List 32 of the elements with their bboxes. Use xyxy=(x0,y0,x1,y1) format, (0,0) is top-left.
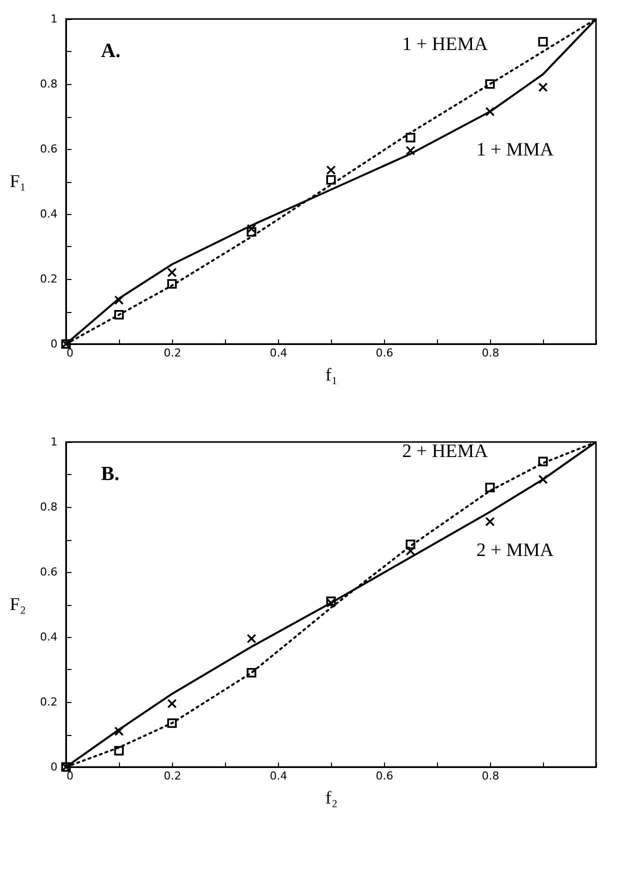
y-tick-label: 0.6 xyxy=(40,566,58,578)
y-axis-title: F₁ xyxy=(10,171,26,191)
y-tick-label: 0.2 xyxy=(40,696,58,708)
x-tick-label: 0.6 xyxy=(376,346,394,360)
y-tick-label: 0 xyxy=(50,338,58,350)
y-tick-label: 0 xyxy=(50,760,58,774)
x-tick-label: 0 xyxy=(66,346,74,360)
series-label: 2 + HEMA xyxy=(402,440,488,462)
annotation: B. xyxy=(101,463,120,485)
series-label: 1 + HEMA xyxy=(402,34,488,55)
y-tick-label: 0.2 xyxy=(40,272,58,286)
y-tick-label: 0.8 xyxy=(40,500,58,514)
x-axis-title: f₁ xyxy=(325,364,338,384)
y-tick-label: 0.6 xyxy=(40,142,58,156)
series-label: 1 + MMA xyxy=(476,140,554,161)
x-tick-label: 0.4 xyxy=(270,770,288,782)
x-tick-label: 0.4 xyxy=(270,346,288,360)
series-label: 2 + MMA xyxy=(476,540,554,561)
x-tick-label: 0.8 xyxy=(482,346,500,360)
y-tick-label: 0.4 xyxy=(40,630,58,644)
annotation: A. xyxy=(101,40,120,62)
x-tick-label: 0.8 xyxy=(482,770,500,782)
x-tick-label: 0.2 xyxy=(164,770,182,782)
x-tick-label: 0.6 xyxy=(376,770,394,782)
x-tick-label: 0 xyxy=(66,770,74,782)
x-axis-title: f₂ xyxy=(325,788,338,808)
y-tick-label: 1 xyxy=(50,12,58,26)
y-tick-label: 0.8 xyxy=(40,78,58,90)
y-axis-title: F₂ xyxy=(10,594,26,614)
x-tick-label: 0.2 xyxy=(164,346,182,360)
y-tick-label: 1 xyxy=(50,436,58,448)
y-tick-label: 0.4 xyxy=(40,208,58,220)
